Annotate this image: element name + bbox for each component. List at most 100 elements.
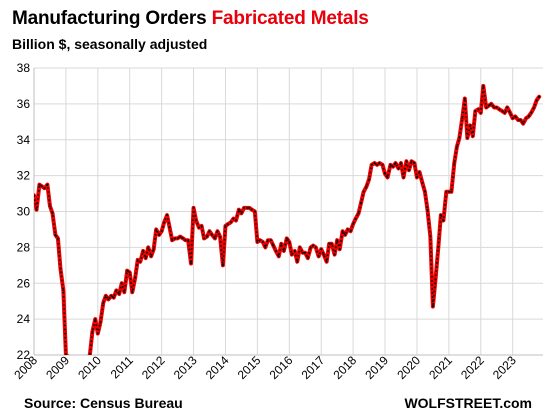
data-point	[59, 268, 62, 270]
data-point	[514, 115, 517, 118]
data-point	[503, 111, 506, 114]
data-point	[522, 122, 525, 125]
data-point	[418, 171, 421, 173]
data-point	[224, 224, 227, 227]
data-point	[57, 237, 59, 240]
x-tick-label: 2016	[267, 353, 296, 382]
data-point	[450, 190, 453, 193]
data-point	[538, 95, 541, 98]
data-point	[99, 321, 102, 324]
data-point	[120, 282, 123, 285]
data-point	[176, 237, 179, 240]
data-point	[174, 237, 176, 240]
data-point	[264, 246, 267, 249]
x-tick-label: 2023	[490, 353, 519, 382]
data-point	[229, 221, 232, 224]
data-point	[288, 241, 291, 243]
data-point	[461, 117, 464, 120]
data-point	[91, 330, 94, 333]
y-axis: 22 24 26 28 30 32 34 36 38	[17, 61, 35, 362]
y-tick-label: 32	[17, 169, 31, 183]
data-point	[408, 169, 410, 172]
data-point	[511, 117, 514, 120]
data-point	[301, 251, 304, 254]
data-point	[368, 178, 370, 181]
x-tick-label: 2014	[203, 353, 232, 382]
data-point	[482, 85, 485, 87]
data-point	[463, 97, 466, 100]
data-point	[198, 226, 200, 229]
data-point	[535, 99, 538, 102]
data-point	[147, 246, 150, 249]
data-point	[405, 160, 408, 163]
data-point	[65, 354, 67, 355]
data-point	[304, 251, 307, 254]
x-tick-label: 2020	[394, 353, 423, 382]
data-point	[442, 219, 445, 222]
data-point	[309, 246, 312, 249]
data-point	[206, 235, 208, 238]
y-tick-label: 24	[17, 312, 31, 326]
data-point	[325, 260, 328, 263]
data-point	[272, 244, 275, 247]
data-point	[195, 219, 198, 222]
plot-area	[34, 83, 542, 355]
data-point	[251, 208, 253, 211]
data-point	[232, 217, 235, 220]
data-point	[211, 233, 213, 236]
data-point	[336, 239, 339, 242]
data-point	[378, 162, 381, 164]
x-tick-label: 2010	[75, 353, 104, 382]
data-point	[328, 242, 331, 245]
data-point	[320, 248, 323, 251]
data-point	[269, 239, 272, 242]
data-point	[115, 289, 118, 292]
data-point	[237, 208, 240, 211]
data-point	[421, 181, 424, 184]
data-point	[171, 239, 174, 242]
y-tick-label: 28	[17, 240, 31, 254]
data-point	[282, 250, 285, 252]
data-point	[306, 257, 309, 260]
data-point	[158, 233, 160, 236]
data-point	[424, 190, 426, 193]
data-point	[136, 259, 139, 261]
x-tick-label: 2021	[426, 353, 455, 382]
data-point	[479, 111, 482, 114]
data-point	[123, 291, 126, 294]
data-point	[312, 244, 315, 247]
data-point	[471, 135, 474, 138]
data-point	[466, 137, 469, 139]
data-point	[439, 214, 442, 216]
y-tick-label: 34	[17, 133, 31, 147]
data-point	[485, 106, 488, 109]
data-point	[447, 190, 450, 193]
data-point	[261, 241, 264, 243]
data-point	[160, 230, 163, 233]
data-point	[394, 162, 397, 164]
data-point	[49, 205, 51, 208]
data-point	[256, 241, 259, 243]
brand-label: WOLFSTREET.com	[404, 395, 532, 411]
data-point	[51, 212, 54, 215]
data-point	[477, 108, 480, 111]
data-point	[338, 248, 341, 251]
data-point	[152, 248, 155, 251]
data-point	[267, 239, 269, 242]
data-point	[333, 253, 336, 256]
data-point	[370, 163, 373, 166]
data-point	[203, 237, 205, 240]
data-point	[344, 233, 347, 236]
data-point	[506, 106, 509, 109]
data-point	[357, 212, 360, 215]
data-point	[346, 228, 349, 231]
data-point	[330, 242, 333, 245]
data-point	[509, 111, 512, 114]
data-point	[437, 246, 440, 249]
data-point	[102, 302, 105, 304]
chart-title: Manufacturing Orders Fabricated Metals	[12, 8, 369, 30]
data-point	[525, 117, 527, 120]
data-point	[35, 208, 38, 211]
data-point	[259, 239, 261, 242]
data-point	[498, 108, 501, 111]
